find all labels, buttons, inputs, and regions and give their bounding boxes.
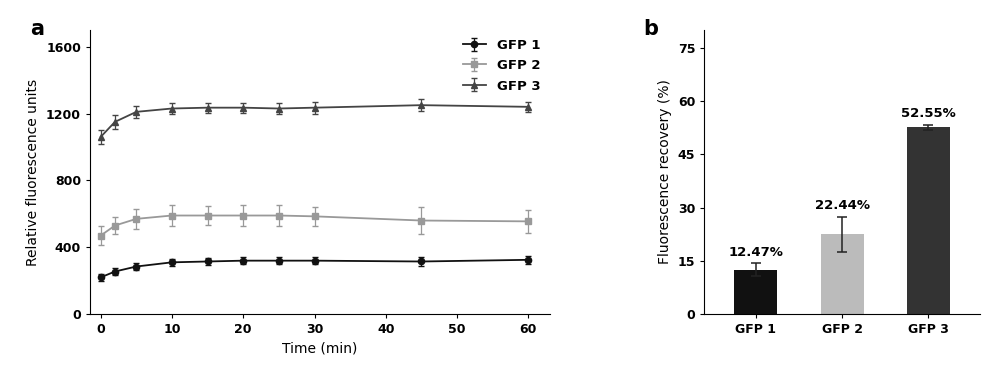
Text: 12.47%: 12.47% [728,246,783,259]
Y-axis label: Fluorescence recovery (%): Fluorescence recovery (%) [658,80,672,264]
Text: 52.55%: 52.55% [901,107,956,120]
Bar [734,270,777,314]
Text: 22.44%: 22.44% [815,199,870,212]
Text: b: b [643,19,658,39]
Bar [907,128,950,314]
Legend: GFP 1, GFP 2, GFP 3: GFP 1, GFP 2, GFP 3 [457,34,546,98]
X-axis label: Time (min): Time (min) [282,342,358,356]
Text: a: a [30,19,44,39]
Y-axis label: Relative fluorescence units: Relative fluorescence units [26,79,40,266]
Bar [821,234,864,314]
